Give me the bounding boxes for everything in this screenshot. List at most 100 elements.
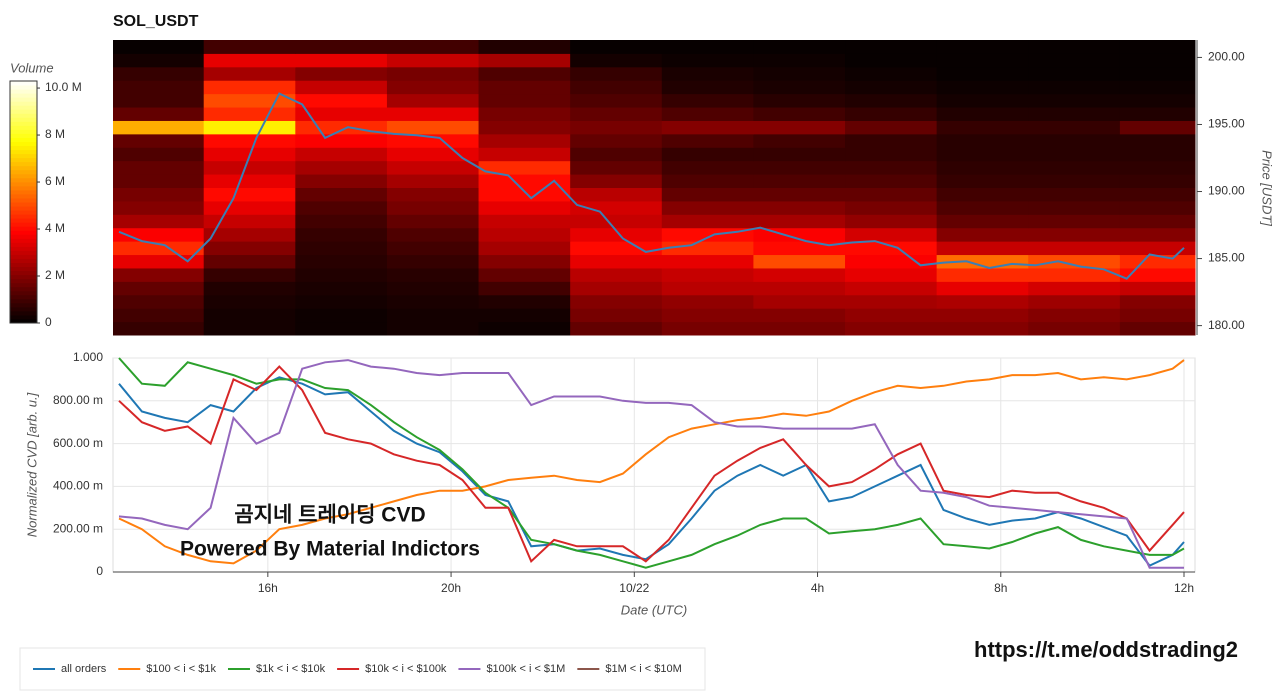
colorbar-step	[10, 202, 37, 207]
heat-cell	[661, 308, 754, 323]
heat-cell	[845, 53, 938, 68]
heat-cell	[386, 107, 480, 121]
x-tick-label: 8h	[994, 581, 1007, 595]
heat-cell	[1119, 227, 1196, 242]
heat-cell	[936, 294, 1029, 309]
heat-cell	[295, 241, 388, 256]
heat-cell	[753, 200, 846, 215]
heat-cell	[113, 254, 205, 269]
heat-cell	[661, 281, 754, 296]
heat-cell	[1119, 241, 1196, 256]
heat-cell	[203, 40, 296, 54]
colorbar-tick-label: 2 M	[45, 268, 65, 282]
heat-cell	[570, 294, 663, 309]
heat-cell	[661, 160, 754, 175]
heat-cell	[113, 214, 205, 229]
colorbar-step	[10, 85, 37, 90]
heat-cell	[203, 187, 296, 202]
heat-cell	[478, 267, 571, 282]
heat-cell	[845, 254, 938, 269]
colorbar-step	[10, 318, 37, 324]
heat-cell	[845, 80, 938, 95]
heat-cell	[295, 40, 388, 54]
heat-cell	[1119, 214, 1196, 229]
heat-cell	[295, 227, 388, 242]
heat-cell	[478, 308, 571, 323]
heat-cell	[203, 66, 296, 81]
cvd-line	[118, 359, 1184, 569]
heat-cell	[386, 120, 480, 135]
colorbar-step	[10, 97, 37, 102]
heat-cell	[845, 281, 938, 296]
link[interactable]: https://t.me/oddstrading2	[974, 637, 1238, 662]
heat-cell	[753, 187, 846, 202]
heat-cell	[845, 120, 938, 135]
heat-cell	[113, 241, 205, 256]
heat-cell	[1028, 294, 1121, 309]
price-line	[118, 92, 1185, 280]
heat-cell	[1028, 281, 1121, 296]
heat-cell	[386, 214, 480, 229]
heat-cell	[845, 308, 938, 323]
heat-cell	[570, 174, 663, 188]
heat-cell	[936, 53, 1029, 68]
heat-cell	[936, 133, 1029, 148]
y-tick-label: 400.00 m	[53, 479, 103, 493]
colorbar-step	[10, 262, 37, 268]
heat-cell	[1028, 321, 1121, 336]
heat-cell	[661, 267, 754, 282]
heat-cell	[295, 133, 388, 148]
colorbar-step	[10, 121, 37, 126]
legend-label: $100 < i < $1k	[146, 663, 216, 675]
colorbar-step	[10, 125, 37, 130]
colorbar-step	[10, 113, 37, 118]
heat-cell	[753, 53, 846, 68]
heat-cell	[661, 187, 754, 202]
heat-cell	[845, 107, 938, 121]
y2-tick-label: 195.00	[1208, 117, 1245, 131]
heat-cell	[661, 53, 754, 68]
x-axis-title: Date (UTC)	[621, 602, 687, 617]
heat-cell	[570, 227, 663, 242]
heat-cell	[386, 40, 480, 54]
heat-cell	[1028, 227, 1121, 242]
heat-cell	[936, 147, 1029, 162]
colorbar-step	[10, 234, 37, 239]
colorbar-step	[10, 302, 37, 308]
heat-cell	[936, 200, 1029, 215]
heat-cell	[753, 267, 846, 282]
colorbar-step	[10, 161, 37, 167]
colorbar-tick-label: 6 M	[45, 174, 65, 188]
heat-cell	[570, 107, 663, 121]
heat-cell	[661, 66, 754, 81]
colorbar-step	[10, 222, 37, 227]
heat-cell	[661, 40, 754, 54]
heat-cell	[113, 107, 205, 121]
x-tick-label: 4h	[811, 581, 824, 595]
y-tick-label: 200.00 m	[53, 521, 103, 535]
watermark: 곰지네 트레이딩 CVD	[234, 504, 425, 527]
heat-cell	[1028, 174, 1121, 188]
heat-cell	[753, 93, 846, 108]
heat-cell	[113, 321, 205, 336]
colorbar-step	[10, 105, 37, 110]
heat-cell	[753, 120, 846, 135]
heat-cell	[113, 133, 205, 148]
colorbar-step	[10, 206, 37, 211]
colorbar-step	[10, 210, 37, 215]
heat-cell	[386, 147, 480, 162]
legend-label: all orders	[61, 663, 107, 675]
heat-cell	[386, 53, 480, 68]
heat-cell	[295, 294, 388, 309]
heat-cell	[478, 294, 571, 309]
colorbar-tick-label: 4 M	[45, 221, 65, 235]
heat-cell	[386, 160, 480, 175]
legend-label: $10k < i < $100k	[365, 663, 447, 675]
heat-cell	[661, 133, 754, 148]
heat-cell	[203, 174, 296, 188]
heat-cell	[1028, 267, 1121, 282]
heat-cell	[845, 40, 938, 54]
heat-cell	[1028, 107, 1121, 121]
colorbar-step	[10, 226, 37, 231]
heat-cell	[1028, 93, 1121, 108]
